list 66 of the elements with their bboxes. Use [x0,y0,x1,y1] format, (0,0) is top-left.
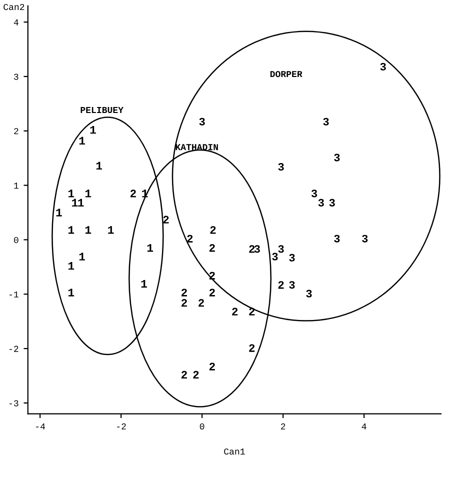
x-tick-label: -4 [36,423,46,430]
point [278,163,284,171]
point [68,226,74,234]
point [249,245,255,253]
y-tick-label: -2 [10,346,18,352]
y-tick-label: 0 [14,236,18,244]
point [141,280,147,288]
point [323,118,329,126]
x-tick-label: -2 [117,423,126,430]
point [68,190,74,198]
x-tick-label: 2 [280,423,286,430]
point [181,370,187,378]
point [199,118,205,126]
point [108,226,114,234]
point [90,126,96,134]
y-tick-label: 2 [14,128,18,134]
point [232,308,238,316]
y-tick-label: -3 [10,400,18,406]
point [68,288,74,296]
point [142,190,148,198]
point [130,190,136,198]
point [78,198,84,207]
point [193,370,199,378]
x-axis-title: Can1 [224,448,245,455]
annotation: DORPER [270,71,302,78]
y-axis-title: Can2 [4,4,24,10]
y-tick-label: 3 [14,74,18,80]
point [272,252,278,260]
point [72,198,78,207]
point [163,216,169,224]
point [249,344,255,352]
point [56,208,62,216]
point [209,244,215,252]
point [380,62,386,70]
point [278,245,284,253]
y-tick-label: 1 [14,182,18,189]
point [318,198,324,207]
point [96,162,102,170]
point [278,281,284,289]
y-tick-label: -1 [10,291,18,298]
x-tick-label: 4 [362,423,366,430]
point [85,190,92,198]
point [181,299,187,307]
point [209,288,215,296]
point [85,226,92,234]
x-tick-label: 0 [200,423,204,430]
point [362,234,368,242]
point [311,190,318,198]
annotation: PELIBUEY [80,107,124,114]
point [79,252,85,260]
point [329,198,335,207]
point [289,281,295,289]
point [68,262,74,270]
point [289,254,295,262]
point [79,136,85,144]
point [209,362,215,370]
point [210,226,216,234]
point [334,154,340,162]
annotation: KATHADIN [176,144,218,150]
point [147,244,154,252]
point [306,290,312,298]
point [181,288,187,296]
point [187,234,193,242]
y-tick-label: 4 [14,19,18,26]
point [254,245,260,253]
point [334,234,340,242]
